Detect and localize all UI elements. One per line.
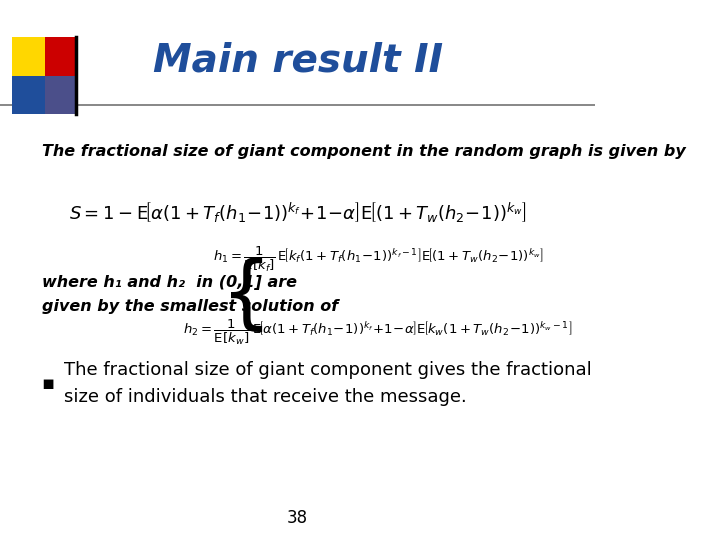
Text: The fractional size of giant component in the random graph is given by: The fractional size of giant component i…	[42, 144, 685, 159]
Bar	[12, 76, 45, 114]
Text: $h_2 = \dfrac{1}{\mathrm{E}[k_w]}\,\mathrm{E}\!\left[\alpha(1+T_f(h_1\!-\!1))^{k: $h_2 = \dfrac{1}{\mathrm{E}[k_w]}\,\math…	[184, 318, 572, 347]
Bar	[12, 37, 45, 76]
Text: 38: 38	[287, 509, 308, 528]
Text: where h₁ and h₂  in (0,1] are
given by the smallest solution of: where h₁ and h₂ in (0,1] are given by th…	[42, 274, 338, 314]
Text: The fractional size of giant component gives the fractional
size of individuals : The fractional size of giant component g…	[64, 361, 592, 406]
Text: Main result II: Main result II	[153, 42, 443, 79]
Text: $h_1 = \dfrac{1}{\mathrm{E}[k_f]}\,\mathrm{E}\!\left[k_f(1+T_f(h_1\!-\!1))^{k_f-: $h_1 = \dfrac{1}{\mathrm{E}[k_f]}\,\math…	[212, 245, 544, 274]
Text: ▪: ▪	[42, 374, 55, 393]
Text: {: {	[221, 256, 273, 335]
Text: $S = 1 - \mathrm{E}\!\left[\alpha(1+T_f(h_1\!-\!1))^{k_f}\!+\!1\!-\!\alpha\right: $S = 1 - \mathrm{E}\!\left[\alpha(1+T_f(…	[68, 200, 526, 224]
Bar	[45, 76, 77, 114]
Bar	[45, 37, 77, 76]
